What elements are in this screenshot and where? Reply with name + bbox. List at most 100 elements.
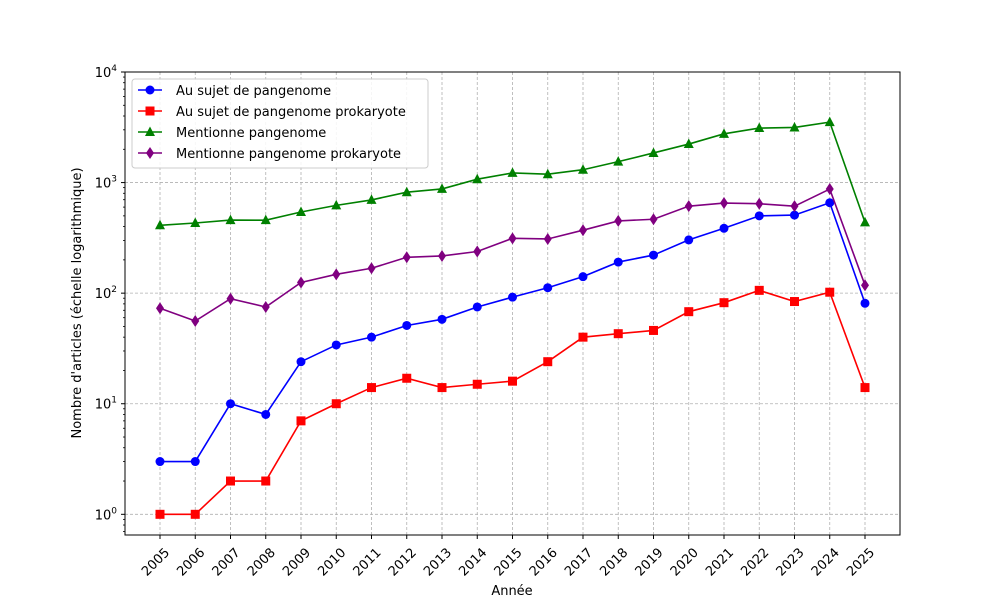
data-point xyxy=(472,173,483,184)
data-point xyxy=(402,320,412,330)
legend-item: Mentionne pangenome xyxy=(138,126,326,141)
data-point xyxy=(261,409,271,419)
data-point xyxy=(543,357,553,367)
data-point xyxy=(754,211,764,221)
legend-item: Mentionne pangenome prokaryote xyxy=(138,147,401,162)
data-point xyxy=(508,292,517,302)
legend-label: Mentionne pangenome prokaryote xyxy=(176,147,401,162)
legend-item: Au sujet de pangenome prokaryote xyxy=(138,105,406,120)
data-point xyxy=(790,210,799,220)
data-point xyxy=(226,292,235,305)
data-point xyxy=(755,197,764,210)
data-point xyxy=(649,250,658,260)
data-point xyxy=(683,138,694,149)
data-point xyxy=(437,383,447,393)
data-point xyxy=(613,156,624,166)
data-point xyxy=(754,285,764,295)
data-point xyxy=(191,315,200,328)
data-point xyxy=(860,298,870,308)
data-point xyxy=(472,302,482,312)
data-point xyxy=(824,116,835,127)
data-point xyxy=(366,194,377,204)
data-point xyxy=(789,121,800,132)
data-point xyxy=(402,373,412,383)
data-point xyxy=(860,216,870,227)
data-point xyxy=(614,214,623,227)
data-point xyxy=(719,128,729,138)
series-1 xyxy=(155,198,870,467)
data-point xyxy=(860,383,870,393)
data-point xyxy=(437,183,447,193)
y-axis-label: Nombre d'articles (échelle logarithmique… xyxy=(70,167,85,438)
data-point xyxy=(296,416,306,426)
data-point xyxy=(473,245,482,258)
data-point xyxy=(542,168,553,179)
data-point xyxy=(190,457,200,467)
data-point xyxy=(719,298,729,308)
legend-box xyxy=(131,78,429,169)
data-point xyxy=(261,476,271,486)
data-point xyxy=(684,307,694,317)
series-2 xyxy=(155,285,870,519)
data-point xyxy=(578,164,588,174)
data-point xyxy=(754,122,765,133)
data-point xyxy=(190,217,201,227)
data-point xyxy=(156,302,164,315)
data-point xyxy=(260,214,271,225)
data-point xyxy=(579,224,587,237)
data-point xyxy=(861,279,869,292)
legend-marker xyxy=(145,126,155,136)
legend-marker xyxy=(145,106,155,116)
data-point xyxy=(437,314,447,324)
data-point xyxy=(472,379,482,389)
data-point xyxy=(613,329,623,339)
data-point xyxy=(367,262,376,275)
data-point xyxy=(402,251,411,264)
data-point xyxy=(613,257,623,267)
data-point xyxy=(719,223,729,233)
data-point xyxy=(507,167,518,177)
data-point xyxy=(190,509,200,519)
data-point xyxy=(332,268,341,281)
data-point xyxy=(543,283,553,293)
data-point xyxy=(367,332,376,342)
data-point xyxy=(790,297,799,307)
data-point xyxy=(155,509,165,519)
legend-item: Au sujet de pangenome xyxy=(138,84,331,99)
data-point xyxy=(297,276,305,289)
data-point xyxy=(261,300,270,313)
series-4 xyxy=(156,183,869,328)
legend: Au sujet de pangenome Au sujet de pangeno… xyxy=(131,78,429,169)
data-point xyxy=(226,476,235,486)
data-point xyxy=(296,357,306,367)
data-point xyxy=(438,249,446,262)
legend-marker xyxy=(145,85,155,95)
series-3 xyxy=(155,116,870,230)
series-layer xyxy=(155,116,870,519)
data-point xyxy=(684,200,693,213)
legend-marker xyxy=(146,147,154,159)
data-point xyxy=(508,376,517,386)
x-axis-label: Année xyxy=(491,584,532,599)
data-point xyxy=(508,232,517,245)
data-point xyxy=(684,235,694,245)
data-point xyxy=(296,206,306,216)
data-point xyxy=(825,198,835,208)
data-point xyxy=(367,383,376,393)
legend-label: Au sujet de pangenome prokaryote xyxy=(176,105,406,120)
data-point xyxy=(720,197,728,210)
data-point xyxy=(543,232,552,245)
legend-label: Mentionne pangenome xyxy=(176,126,326,141)
data-point xyxy=(401,186,412,197)
data-point xyxy=(331,399,341,409)
data-point xyxy=(331,199,342,210)
data-point xyxy=(648,147,659,157)
data-point xyxy=(578,332,588,342)
data-point xyxy=(790,200,799,213)
data-point xyxy=(825,287,835,297)
data-point xyxy=(578,272,588,282)
data-point xyxy=(155,219,165,230)
data-point xyxy=(331,340,341,350)
data-point xyxy=(649,325,658,335)
